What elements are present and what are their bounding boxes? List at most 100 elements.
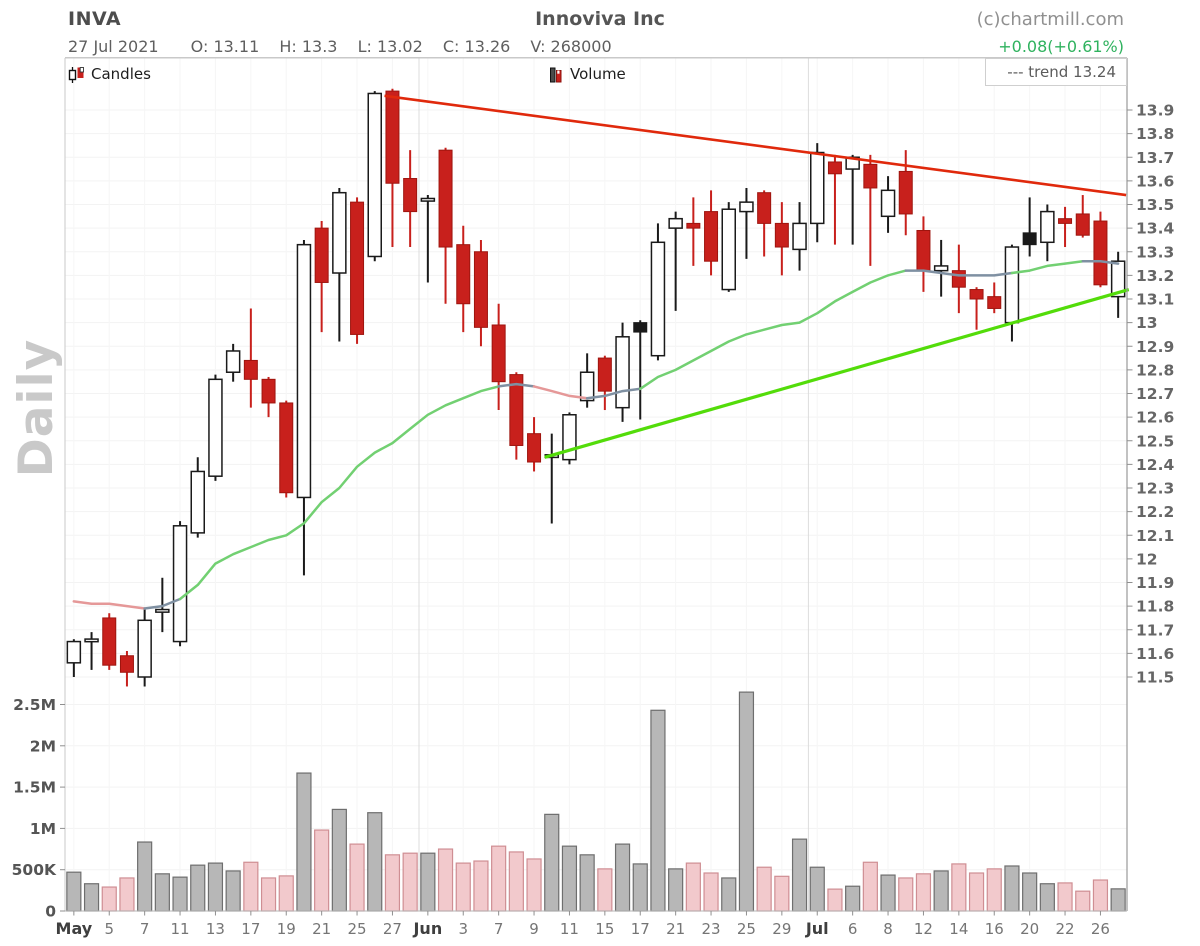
candle xyxy=(1022,232,1037,246)
candle xyxy=(261,378,276,404)
volume-bar xyxy=(137,841,153,912)
ma-segment xyxy=(143,597,182,610)
candle xyxy=(296,243,312,499)
candle xyxy=(66,640,82,664)
low-value: L: 13.02 xyxy=(357,37,423,56)
volume-bar xyxy=(384,854,401,912)
volume-bar xyxy=(402,852,418,912)
candle xyxy=(137,619,152,678)
gridlines xyxy=(65,58,1127,911)
candle xyxy=(279,402,294,494)
candle xyxy=(633,322,648,333)
axis-label: 2M xyxy=(30,737,56,755)
ma-segment xyxy=(497,382,536,388)
candle xyxy=(208,378,223,477)
candle xyxy=(951,270,966,288)
volume-value: V: 268000 xyxy=(530,37,612,56)
volume-bar xyxy=(1057,882,1073,912)
axis-label: 12.7 xyxy=(1136,385,1174,403)
axis-label: 23 xyxy=(702,920,721,938)
volume-bar xyxy=(915,873,932,912)
axis-label: 12.1 xyxy=(1136,527,1174,545)
axis-label: 8 xyxy=(883,920,893,938)
axis-label: 22 xyxy=(1056,920,1075,938)
volume-bar xyxy=(668,868,684,912)
quote-date: 27 Jul 2021 xyxy=(68,37,159,56)
axis-label: 19 xyxy=(277,920,296,938)
candle xyxy=(774,222,789,248)
candle xyxy=(1093,220,1108,286)
axis-label: 27 xyxy=(383,920,402,938)
axis-label: 3 xyxy=(458,920,468,938)
candle xyxy=(1110,260,1126,298)
volume-bar xyxy=(243,861,259,912)
candle xyxy=(84,638,99,643)
axis-label: 12.4 xyxy=(1136,456,1174,474)
chartmill-credit: (c)chartmill.com xyxy=(976,9,1124,30)
volume-bar xyxy=(172,876,188,912)
volume-bar xyxy=(703,872,719,912)
candle xyxy=(438,149,453,248)
candle xyxy=(969,289,984,300)
volume-bar xyxy=(880,874,896,912)
volume-bar xyxy=(420,852,436,912)
volume-bar xyxy=(207,862,224,912)
legend-candles: Candles xyxy=(68,62,151,86)
candle xyxy=(739,201,754,213)
axis-label: 25 xyxy=(737,920,756,938)
axis-label: 13.7 xyxy=(1136,149,1174,167)
axis-label: 13.9 xyxy=(1136,102,1174,120)
volume-icon xyxy=(550,67,562,82)
volume-bar xyxy=(862,861,878,912)
candle xyxy=(491,324,506,383)
axis-label: 11.6 xyxy=(1136,645,1174,663)
volume-bar xyxy=(1075,890,1091,912)
candles xyxy=(66,88,1126,687)
axis-label: 1M xyxy=(30,820,56,838)
candle xyxy=(332,191,347,274)
candle xyxy=(243,359,258,380)
candle xyxy=(385,90,400,184)
volume-bar xyxy=(260,877,277,912)
candle xyxy=(987,296,1002,309)
trend-value-box: --- trend 13.24 xyxy=(985,58,1127,86)
axis-label: 11.5 xyxy=(1136,669,1174,687)
volume-bar xyxy=(756,866,772,912)
volume-bar xyxy=(933,870,949,912)
axes: 13.9 13.8 13.7 13.6 13.5 13.4 13.3 13.2 13.1 13 12… xyxy=(12,57,1174,938)
candle xyxy=(686,222,701,229)
candle xyxy=(456,244,471,305)
volume-bar xyxy=(597,868,613,912)
trendlines xyxy=(384,94,1130,459)
axis-label: 11.9 xyxy=(1136,574,1174,592)
volume-bar xyxy=(561,845,578,912)
candles-icon xyxy=(68,66,84,83)
axis-label: 26 xyxy=(1091,920,1110,938)
ma-segment xyxy=(904,269,1014,277)
ma-segment xyxy=(178,385,500,601)
ma-segment xyxy=(72,600,146,610)
volume-bar xyxy=(437,848,454,912)
volume-bar xyxy=(349,843,365,912)
volume-bar xyxy=(1039,883,1055,912)
axis-label: 12.5 xyxy=(1136,432,1174,450)
volume-bar xyxy=(845,885,861,912)
candle xyxy=(792,222,807,251)
axis-label: 14 xyxy=(949,920,968,938)
candle xyxy=(314,227,329,283)
axis-label: 1.5M xyxy=(13,779,56,797)
volume-bar xyxy=(1004,865,1020,912)
volume-bar xyxy=(791,838,808,912)
volume-bar xyxy=(632,863,648,912)
candle xyxy=(420,197,436,202)
axis-label: 13.2 xyxy=(1136,267,1174,285)
volume-bar xyxy=(296,772,312,912)
legend-volume-label: Volume xyxy=(570,65,626,83)
axis-label: Jul xyxy=(805,919,829,938)
support-trendline xyxy=(544,288,1130,459)
candle xyxy=(1058,218,1073,224)
candle xyxy=(190,470,205,534)
axis-label: 13 xyxy=(206,920,225,938)
volume-bar xyxy=(508,851,524,912)
